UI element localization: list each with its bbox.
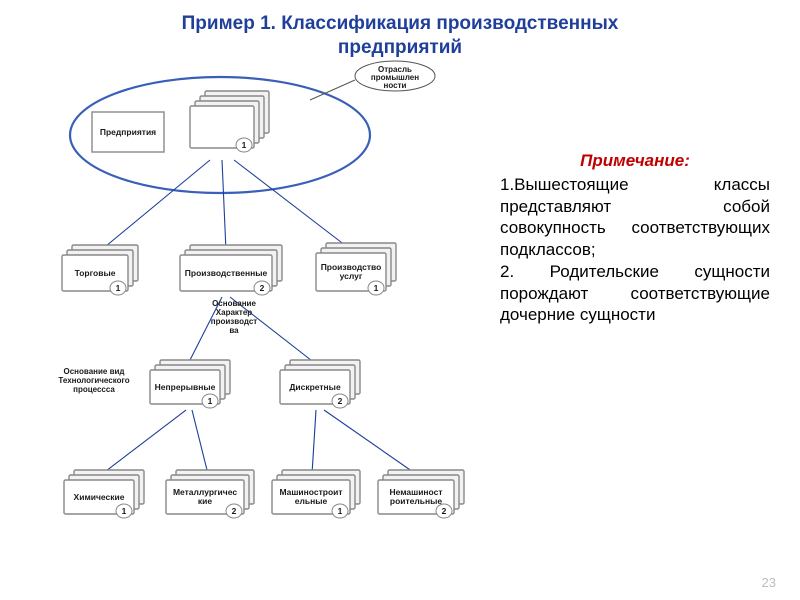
svg-text:процессса: процессса — [73, 385, 115, 394]
svg-text:производст: производст — [211, 317, 258, 326]
svg-text:1: 1 — [338, 506, 343, 516]
notes-heading: Примечание: — [500, 150, 770, 172]
svg-text:кие: кие — [198, 496, 212, 506]
svg-text:Основание вид: Основание вид — [64, 367, 125, 376]
svg-text:1: 1 — [242, 140, 247, 150]
svg-text:Дискретные: Дискретные — [289, 382, 341, 392]
svg-text:Химические: Химические — [74, 492, 125, 502]
notes-line1: 1.Вышестоящие классы представляют собой … — [500, 175, 770, 259]
svg-text:1: 1 — [374, 283, 379, 293]
svg-text:Характер: Характер — [216, 308, 252, 317]
svg-text:1: 1 — [122, 506, 127, 516]
svg-text:услуг: услуг — [340, 271, 363, 281]
title-line1: Пример 1. Классификация производственных — [182, 13, 619, 34]
svg-text:1: 1 — [116, 283, 121, 293]
svg-text:роительные: роительные — [390, 496, 443, 506]
svg-text:1: 1 — [208, 396, 213, 406]
svg-text:ва: ва — [229, 326, 239, 335]
svg-text:Технологического: Технологического — [58, 376, 129, 385]
page-number: 23 — [762, 575, 776, 590]
svg-text:Предприятия: Предприятия — [100, 127, 156, 137]
svg-text:ельные: ельные — [295, 496, 328, 506]
svg-text:Непрерывные: Непрерывные — [155, 382, 216, 392]
classification-diagram: ОтрасльпромышленностиПредприятия1Торговы… — [0, 60, 500, 590]
svg-text:2: 2 — [232, 506, 237, 516]
notes-line2: 2. Родительские сущности порождают соотв… — [500, 262, 770, 325]
svg-text:ности: ности — [384, 81, 407, 90]
svg-text:2: 2 — [260, 283, 265, 293]
svg-text:Производственные: Производственные — [185, 268, 268, 278]
notes-block: Примечание: 1.Вышестоящие классы предста… — [500, 150, 770, 326]
svg-text:2: 2 — [442, 506, 447, 516]
title-line2: предприятий — [338, 37, 462, 58]
diagram-svg: ОтрасльпромышленностиПредприятия1Торговы… — [0, 60, 500, 590]
svg-text:Основание: Основание — [212, 299, 256, 308]
svg-text:2: 2 — [338, 396, 343, 406]
page-title: Пример 1. Классификация производственных… — [0, 12, 800, 60]
svg-text:Торговые: Торговые — [75, 268, 116, 278]
